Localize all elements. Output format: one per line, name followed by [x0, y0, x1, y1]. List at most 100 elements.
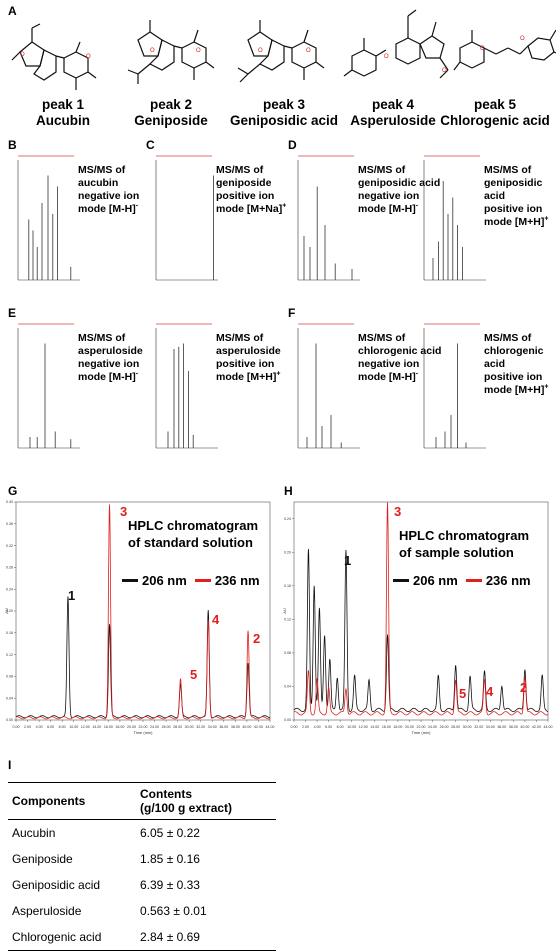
hplc-standard-title-line1: HPLC chromatogram [128, 518, 259, 533]
component-name: Asperuloside [12, 904, 82, 918]
y-tick-label: 0.32 [6, 544, 13, 548]
svg-text:O: O [480, 46, 485, 52]
asperuloside-structure [343, 9, 449, 79]
x-axis-label: Time (min) [412, 730, 432, 735]
x-tick-label: 0.00 [13, 725, 20, 729]
panel-label-c: C [146, 138, 155, 152]
series-line-236-nm [15, 504, 271, 720]
hplc-sample-title-line2: of sample solution [399, 545, 514, 560]
x-tick-label: 42.00 [254, 725, 263, 729]
y-tick-label: 0.12 [6, 653, 13, 657]
x-tick-label: 8.00 [337, 725, 344, 729]
y-tick-label: 0.20 [284, 551, 291, 555]
table-body: Aucubin 6.05 ± 0.22 Geniposide 1.85 ± 0.16 G… [8, 820, 276, 951]
hplc-standard-legend: 206 nm 236 nm [122, 573, 260, 588]
series-line-206-nm [15, 596, 271, 719]
panel-label-b: B [8, 138, 17, 152]
ms-title-1: MS/MS of aucubin negative ion mode [M-H]- [78, 164, 139, 216]
legend-236-swatch [465, 579, 482, 582]
y-tick-label: 0.04 [6, 696, 13, 700]
x-tick-label: 6.00 [325, 725, 332, 729]
ion-charge: + [276, 370, 281, 378]
peak-2-number: peak 2 [149, 97, 193, 112]
x-axis-label: Time (min) [134, 730, 154, 735]
ms-spectrum-1 [17, 155, 80, 281]
svg-text:O: O [150, 48, 155, 54]
y-axis-label: AU [4, 608, 9, 614]
legend-236-label: 236 nm [214, 573, 260, 588]
ms-title-line: positive ion [216, 358, 275, 370]
svg-text:O: O [20, 52, 25, 58]
x-tick-label: 20.00 [405, 725, 414, 729]
ms-spectrum-8 [423, 323, 486, 449]
header-contents-line2: (g/100 g extract) [140, 801, 233, 815]
ms-title-line: mode [M+H]+ [484, 215, 549, 229]
x-tick-label: 12.00 [81, 725, 90, 729]
g-peak-number-5: 5 [190, 667, 198, 682]
peak-3-label: peak 3 Geniposidic acid [222, 97, 346, 129]
ms-title-4: MS/MS of geniposidic acid positive ion mode… [484, 164, 556, 229]
peak-5-label: peak 5 Chlorogenic acid [436, 97, 554, 129]
ms-title-line: mode [M-H]- [358, 370, 419, 384]
ion-charge: + [282, 202, 287, 210]
ms-spectrum-5 [17, 323, 80, 449]
x-tick-label: 40.00 [520, 725, 529, 729]
ms-title-8: MS/MS of chlorogenic acid positive ion mode… [484, 332, 556, 397]
ms-title-line: mode [M+Na]+ [216, 202, 287, 216]
ms-title-line: MS/MS of [216, 332, 264, 344]
ms-title-line: geniposidic acid [358, 177, 441, 189]
peak-1-compound: Aucubin [36, 113, 90, 128]
h-peak-number-2: 2 [520, 680, 528, 695]
g-peak-number-1: 1 [68, 588, 76, 603]
x-tick-label: 6.00 [47, 725, 54, 729]
component-name: Aucubin [12, 826, 56, 840]
peak-1-number: peak 1 [41, 97, 85, 112]
x-tick-label: 16.00 [382, 725, 391, 729]
y-tick-label: 0.00 [284, 718, 291, 722]
peak-1-label: peak 1 Aucubin [8, 97, 118, 129]
y-tick-label: 0.24 [6, 587, 13, 591]
component-name: Geniposidic acid [12, 878, 101, 892]
x-tick-label: 28.00 [451, 725, 460, 729]
x-tick-label: 14.00 [370, 725, 379, 729]
aucubin-structure [11, 23, 97, 90]
x-tick-label: 40.00 [242, 725, 251, 729]
x-tick-label: 10.00 [347, 725, 356, 729]
x-tick-label: 26.00 [440, 725, 449, 729]
table-header: Components Contents (g/100 g extract) [8, 782, 276, 820]
x-tick-label: 4.00 [314, 725, 321, 729]
ms-title-line: chlorogenic acid [484, 345, 544, 370]
x-tick-label: 30.00 [185, 725, 194, 729]
x-tick-label: 44.00 [266, 725, 275, 729]
peak-5-compound: Chlorogenic acid [440, 113, 550, 128]
x-tick-label: 0.00 [291, 725, 298, 729]
ms-spectrum-3 [297, 155, 360, 281]
header-components: Components [12, 794, 86, 808]
x-tick-label: 4.00 [36, 725, 43, 729]
peak-4-compound: Asperuloside [350, 113, 436, 128]
legend-206-swatch [393, 579, 409, 582]
legend-236-label: 236 nm [485, 573, 531, 588]
x-tick-label: 32.00 [474, 725, 483, 729]
table-row: Geniposidic acid 6.39 ± 0.33 [8, 872, 276, 898]
hplc-chart-standard: 0.00 2.00 4.00 6.00 8.00 10.00 12.00 14.00 16.00… [4, 500, 275, 735]
svg-text:O: O [86, 54, 91, 60]
ms-title-line: MS/MS of [78, 332, 126, 344]
panel-label-d: D [288, 138, 297, 152]
panel-label-i: I [8, 758, 12, 772]
x-tick-label: 26.00 [162, 725, 171, 729]
ms-title-line: negative ion [78, 190, 140, 202]
y-tick-label: 0.12 [284, 618, 291, 622]
g-peak-number-4: 4 [212, 612, 220, 627]
ms-title-line: geniposidic acid [484, 177, 543, 202]
ms-title-line: asperuloside [216, 345, 281, 357]
chemical-structures: O O O O O O O O O O [11, 9, 556, 90]
header-contents: Contents (g/100 g extract) [140, 787, 276, 815]
ms-title-line: mode [M-H]- [358, 202, 419, 216]
x-tick-label: 24.00 [150, 725, 159, 729]
ms-title-line: negative ion [358, 190, 420, 202]
x-tick-label: 22.00 [139, 725, 148, 729]
peak-4-number: peak 4 [371, 97, 415, 112]
ms-title-line: geniposide [216, 177, 272, 189]
ms-spectrum-6 [155, 323, 218, 449]
